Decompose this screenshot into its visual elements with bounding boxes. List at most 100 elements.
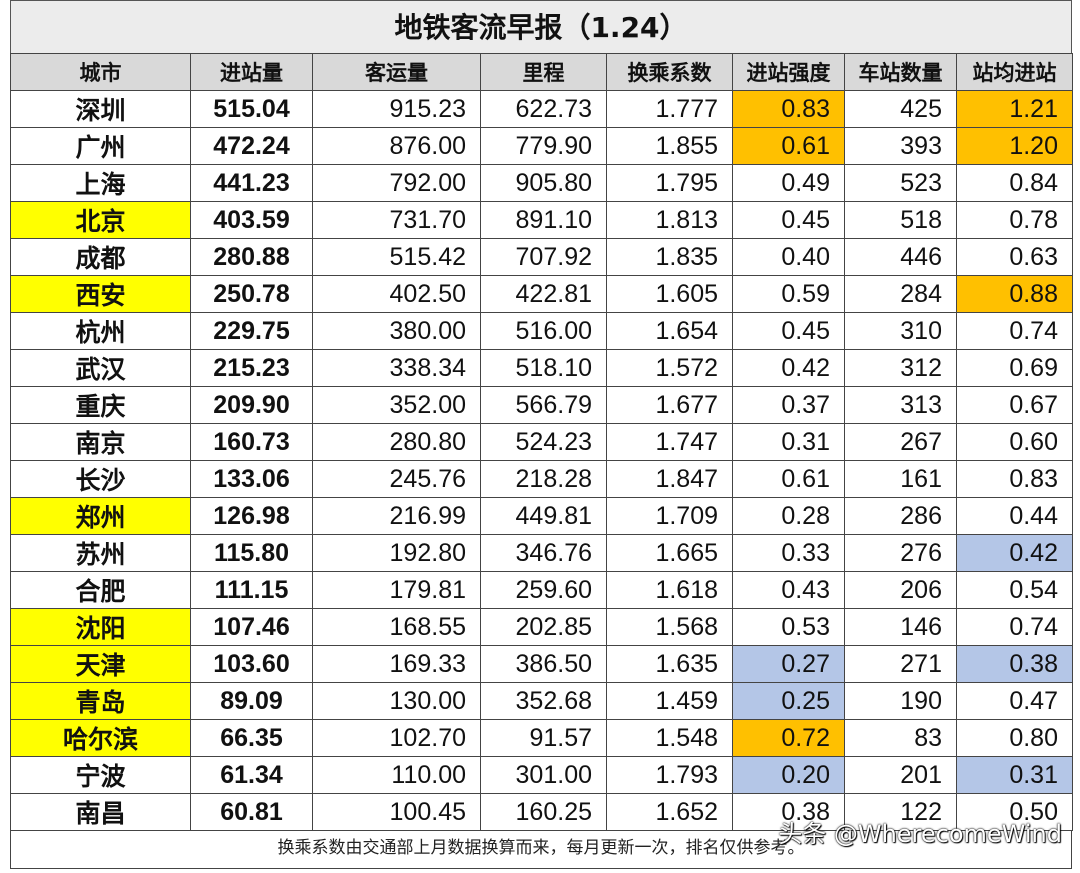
cell-stations: 284 [844,275,957,313]
cell-transfer: 1.709 [606,497,733,535]
table-row: 杭州 229.75 380.00 516.00 1.654 0.45 310 0.74 [10,312,1073,350]
cell-stations: 523 [844,164,957,202]
cell-ridership: 402.50 [312,275,481,313]
cell-intensity: 0.37 [732,386,845,424]
cell-per-station: 0.88 [956,275,1073,313]
cell-mileage: 202.85 [480,608,607,646]
cell-stations: 286 [844,497,957,535]
cell-ridership: 280.80 [312,423,481,461]
cell-city: 深圳 [10,90,191,128]
table-row: 苏州 115.80 192.80 346.76 1.665 0.33 276 0.42 [10,534,1073,572]
cell-entry: 215.23 [190,349,313,387]
cell-entry: 229.75 [190,312,313,350]
cell-ridership: 915.23 [312,90,481,128]
cell-mileage: 91.57 [480,719,607,757]
table-row: 沈阳 107.46 168.55 202.85 1.568 0.53 146 0.74 [10,608,1073,646]
cell-intensity: 0.49 [732,164,845,202]
cell-entry: 280.88 [190,238,313,276]
header-city: 城市 [10,53,191,91]
cell-city: 苏州 [10,534,191,572]
cell-per-station: 1.21 [956,90,1073,128]
cell-transfer: 1.572 [606,349,733,387]
cell-per-station: 0.67 [956,386,1073,424]
cell-stations: 425 [844,90,957,128]
table-row: 青岛 89.09 130.00 352.68 1.459 0.25 190 0.47 [10,682,1073,720]
table-row: 南昌 60.81 100.45 160.25 1.652 0.38 122 0.50 [10,793,1073,831]
cell-entry: 103.60 [190,645,313,683]
cell-entry: 61.34 [190,756,313,794]
cell-stations: 190 [844,682,957,720]
cell-entry: 107.46 [190,608,313,646]
metro-report-sheet: 地铁客流早报（1.24） 城市 进站量 客运量 里程 换乘系数 进站强度 车站数… [10,0,1073,873]
cell-intensity: 0.38 [732,793,845,831]
cell-ridership: 100.45 [312,793,481,831]
cell-ridership: 168.55 [312,608,481,646]
cell-ridership: 515.42 [312,238,481,276]
header-per-station: 站均进站 [956,53,1073,91]
header-ridership: 客运量 [312,53,481,91]
cell-mileage: 346.76 [480,534,607,572]
table-row: 西安 250.78 402.50 422.81 1.605 0.59 284 0.88 [10,275,1073,313]
cell-city: 长沙 [10,460,191,498]
table-row: 重庆 209.90 352.00 566.79 1.677 0.37 313 0.67 [10,386,1073,424]
cell-transfer: 1.654 [606,312,733,350]
cell-transfer: 1.793 [606,756,733,794]
header-transfer: 换乘系数 [606,53,733,91]
cell-entry: 89.09 [190,682,313,720]
cell-transfer: 1.855 [606,127,733,165]
cell-transfer: 1.605 [606,275,733,313]
cell-stations: 271 [844,645,957,683]
cell-mileage: 218.28 [480,460,607,498]
cell-city: 上海 [10,164,191,202]
cell-transfer: 1.665 [606,534,733,572]
cell-intensity: 0.83 [732,90,845,128]
cell-ridership: 102.70 [312,719,481,757]
cell-ridership: 216.99 [312,497,481,535]
table-row: 深圳 515.04 915.23 622.73 1.777 0.83 425 1.21 [10,90,1073,128]
cell-mileage: 524.23 [480,423,607,461]
cell-per-station: 0.69 [956,349,1073,387]
cell-per-station: 0.84 [956,164,1073,202]
cell-entry: 66.35 [190,719,313,757]
cell-mileage: 891.10 [480,201,607,239]
cell-per-station: 0.38 [956,645,1073,683]
ridership-table: 城市 进站量 客运量 里程 换乘系数 进站强度 车站数量 站均进站 深圳 515.… [10,53,1073,831]
report-title: 地铁客流早报（1.24） [10,0,1072,53]
cell-intensity: 0.45 [732,201,845,239]
cell-ridership: 731.70 [312,201,481,239]
cell-ridership: 169.33 [312,645,481,683]
cell-intensity: 0.25 [732,682,845,720]
cell-entry: 160.73 [190,423,313,461]
cell-per-station: 0.63 [956,238,1073,276]
table-row: 成都 280.88 515.42 707.92 1.835 0.40 446 0.63 [10,238,1073,276]
table-row: 南京 160.73 280.80 524.23 1.747 0.31 267 0.60 [10,423,1073,461]
cell-city: 合肥 [10,571,191,609]
cell-intensity: 0.31 [732,423,845,461]
cell-entry: 111.15 [190,571,313,609]
cell-transfer: 1.847 [606,460,733,498]
cell-transfer: 1.548 [606,719,733,757]
header-entry: 进站量 [190,53,313,91]
cell-per-station: 0.50 [956,793,1073,831]
cell-intensity: 0.40 [732,238,845,276]
cell-stations: 312 [844,349,957,387]
cell-city: 哈尔滨 [10,719,191,757]
cell-per-station: 0.74 [956,312,1073,350]
table-row: 合肥 111.15 179.81 259.60 1.618 0.43 206 0.54 [10,571,1073,609]
cell-ridership: 179.81 [312,571,481,609]
table-row: 天津 103.60 169.33 386.50 1.635 0.27 271 0.38 [10,645,1073,683]
cell-intensity: 0.61 [732,127,845,165]
cell-city: 广州 [10,127,191,165]
cell-city: 青岛 [10,682,191,720]
cell-city: 沈阳 [10,608,191,646]
cell-per-station: 0.47 [956,682,1073,720]
cell-stations: 393 [844,127,957,165]
cell-intensity: 0.28 [732,497,845,535]
cell-ridership: 130.00 [312,682,481,720]
cell-entry: 250.78 [190,275,313,313]
cell-ridership: 792.00 [312,164,481,202]
cell-mileage: 160.25 [480,793,607,831]
cell-mileage: 622.73 [480,90,607,128]
cell-stations: 276 [844,534,957,572]
cell-entry: 133.06 [190,460,313,498]
